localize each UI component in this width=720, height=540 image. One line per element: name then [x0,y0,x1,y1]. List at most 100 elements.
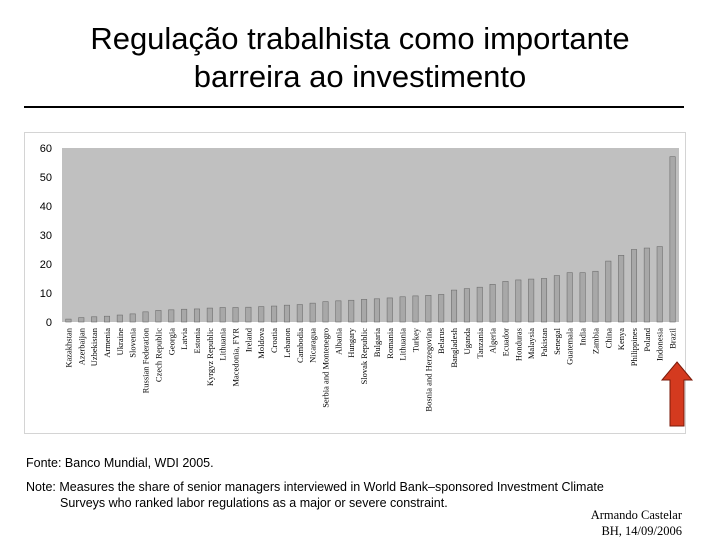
x-tick-label: Russian Federation [141,327,151,393]
x-tick-label: Turkey [410,327,420,352]
bar [245,306,252,323]
title-divider [24,106,684,108]
x-tick-label: Tanzania [475,328,485,359]
bar [322,301,329,323]
highlight-arrow-icon [660,361,694,427]
bar [296,304,303,323]
bar [361,299,368,323]
y-tick-label: 60 [40,143,52,155]
bar [643,247,650,323]
x-tick-label: Lithuania [218,328,228,361]
bar [373,298,380,323]
footnote-line-2: Surveys who ranked labor regulations as … [60,496,448,510]
x-tick-label: Indonesia [655,328,665,361]
x-tick-label: Philippines [629,328,639,366]
bar [528,278,535,323]
bar [386,297,393,323]
x-tick-label: Bosnia and Herzegovina [423,328,433,412]
x-tick-label: Ireland [243,327,253,352]
x-tick-label: Malaysia [526,328,536,359]
x-axis-labels: Kazakhstan Azerbaijan Uzbekistan Armenia Ukr… [63,327,677,411]
x-tick-label: Pakistan [539,327,549,357]
y-tick-label: 40 [40,201,52,213]
bar [335,300,342,323]
bar [605,260,612,323]
bar [656,246,663,323]
bar [91,316,98,323]
x-tick-label: Cambodia [295,328,305,363]
bar [451,289,458,323]
bar [515,279,522,323]
bar [193,308,200,323]
author-name: Armando Castelar [590,508,682,522]
x-tick-label: Brazil [668,327,678,348]
bar [258,306,265,323]
x-tick-label: Armenia [102,328,112,358]
bar [399,296,406,323]
y-axis: 0 10 20 30 40 50 60 [40,143,52,329]
footnote: Note: Measures the share of senior manag… [26,479,686,511]
x-tick-label: Estonia [192,328,202,354]
y-tick-label: 50 [40,172,52,184]
x-tick-label: Kenya [616,328,626,350]
title-line-2: barreira ao investimento [193,59,527,94]
x-tick-label: Honduras [513,328,523,361]
x-tick-label: Croatia [269,328,279,353]
author-credit: Armando Castelar BH, 14/09/2006 [591,507,682,539]
bar [283,304,290,323]
bar-chart: 0 10 20 30 40 50 60 Kazakhstan Azerbaijan Uzbeki… [40,143,679,412]
bar [206,307,213,323]
bar [669,156,676,323]
x-tick-label: India [578,328,588,346]
x-tick-label: Serbia and Montenegro [321,328,331,408]
y-tick-label: 10 [40,288,52,300]
bar [592,270,599,323]
x-tick-label: Albania [333,328,343,355]
bar [489,284,496,323]
source-note: Fonte: Banco Mundial, WDI 2005. [26,456,214,470]
x-tick-label: Algeria [488,328,498,354]
x-tick-label: Kyrgyz Republic [205,328,215,386]
x-tick-label: Azerbaijan [76,327,86,365]
bar [566,272,573,323]
bar [65,318,72,323]
bar [78,317,85,323]
x-tick-label: Bulgaria [372,328,382,357]
x-tick-label: Nicaragua [308,328,318,363]
x-tick-label: Uzbekistan [89,327,99,366]
bar [631,249,638,323]
bar [116,314,123,323]
y-tick-label: 30 [40,230,52,242]
bar-series [65,156,676,323]
bar [541,278,548,323]
bar [181,308,188,323]
x-tick-label: Belarus [436,328,446,354]
bar [412,295,419,323]
x-tick-label: Moldova [256,328,266,359]
x-tick-label: Slovenia [128,328,138,358]
x-tick-label: Czech Republic [153,328,163,382]
bar [348,299,355,323]
x-tick-label: Romania [385,328,395,359]
x-tick-label: Senegal [552,327,562,355]
x-tick-label: Poland [642,327,652,351]
x-tick-label: China [603,328,613,349]
x-tick-label: Bangladesh [449,327,459,367]
x-tick-label: Slovak Republic [359,328,369,385]
bar [232,307,239,323]
bar [103,315,110,323]
author-place-date: BH, 14/09/2006 [601,524,682,538]
x-tick-label: Lithuania [398,328,408,361]
x-tick-label: Zambia [590,328,600,354]
plot-area [62,148,679,322]
bar [155,310,162,323]
x-tick-label: Ukraine [115,328,125,356]
bar [219,307,226,323]
bar [129,313,136,323]
bar [168,309,175,323]
x-tick-label: Ecuador [500,328,510,356]
x-tick-label: Georgia [166,328,176,355]
bar [463,288,470,323]
x-tick-label: Guatemala [565,328,575,365]
x-tick-label: Hungary [346,327,356,357]
